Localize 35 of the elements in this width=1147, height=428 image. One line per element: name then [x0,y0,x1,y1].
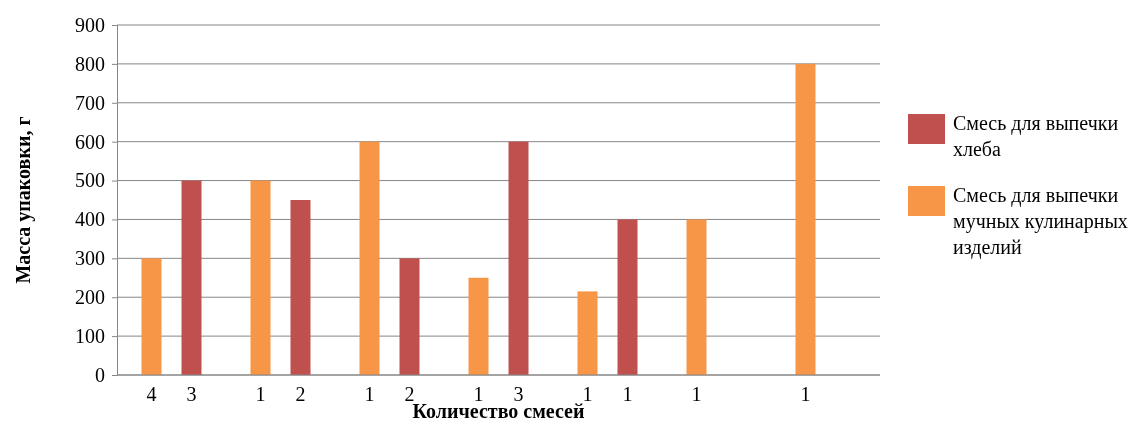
y-tick-label: 600 [75,130,105,153]
x-tick-label: 1 [622,383,633,405]
x-tick-label: 4 [146,383,157,405]
bar [181,180,202,375]
x-tick-label: 1 [691,383,702,405]
y-axis-title: Масса упаковки, г [12,116,35,284]
x-tick-label: 1 [364,383,375,405]
y-tick-label: 300 [75,247,105,270]
bar [468,277,489,375]
y-tick-label: 0 [95,363,105,386]
bar [617,219,638,375]
y-tick-label: 100 [75,325,105,348]
x-tick-label: 1 [582,383,593,405]
x-tick-label: 1 [800,383,811,405]
y-tick-label: 900 [75,13,105,36]
bar [686,219,707,375]
legend-label: Смесь для выпечки хлеба [953,112,1119,160]
y-tick-label: 700 [75,91,105,114]
y-tick-label: 200 [75,286,105,309]
x-tick-label: 2 [295,383,306,405]
x-tick-label: 2 [404,383,415,405]
bar [508,141,529,375]
x-tick-label: 1 [255,383,266,405]
legend-label: Смесь для выпечки мучных кулинарных изделий [953,184,1128,259]
y-tick-label: 400 [75,208,105,231]
x-tick-label: 3 [186,383,197,405]
y-tick-label: 800 [75,52,105,75]
bar [290,200,311,375]
bar [795,63,816,375]
bar [577,291,598,375]
bar [399,258,420,375]
bar [141,258,162,375]
y-tick-label: 500 [75,169,105,192]
bar [359,141,380,375]
bar [250,180,271,375]
